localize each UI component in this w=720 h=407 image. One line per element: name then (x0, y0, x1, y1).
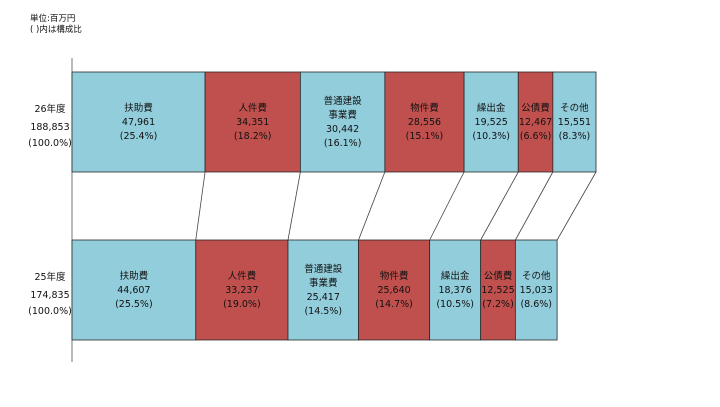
segment-label-1-6: その他 (522, 270, 551, 282)
segment-pct-label-0-0: (25.4%) (120, 131, 158, 142)
segment-value-label-1-0: 44,607 (117, 285, 150, 296)
segment-pct-label-1-0: (25.5%) (115, 299, 153, 310)
segment-label-0-3: 物件費 (410, 102, 439, 114)
segment-label-1-4: 繰出金 (441, 270, 470, 282)
connector-line-5 (480, 171, 519, 241)
segment-label-1-0: 扶助費 (120, 270, 149, 282)
segment-pct-label-0-1: (18.2%) (234, 131, 272, 142)
segment-label-0-4: 繰出金 (477, 102, 506, 114)
segment-label-0-2: 普通建設 (324, 95, 363, 107)
row-total-label-0: 188,853 (30, 122, 69, 133)
row-total-pct-label-0: (100.0%) (28, 138, 72, 149)
segment-value-label-1-1: 33,237 (225, 285, 258, 296)
segment-value-label-0-5: 12,467 (519, 117, 552, 128)
segment-value-label-1-3: 25,640 (377, 285, 410, 296)
segment-pct-label-0-6: (8.3%) (559, 131, 591, 142)
segment-value-label-1-5: 12,525 (481, 285, 514, 296)
connector-line-4 (429, 171, 465, 241)
segment-pct-label-0-4: (10.3%) (472, 131, 510, 142)
unit-note: 単位:百万円 (30, 14, 76, 24)
segment-value-label-0-3: 28,556 (408, 117, 441, 128)
segment-pct-label-1-5: (7.2%) (482, 299, 514, 310)
segment-pct-label-1-1: (19.0%) (223, 299, 261, 310)
segment-label-1-5: 公債費 (484, 270, 513, 282)
segment-pct-label-1-4: (10.5%) (436, 299, 474, 310)
row-total-label-1: 174,835 (30, 290, 69, 301)
bar-segment-1-0 (71, 239, 197, 341)
segment-label-1-2: 普通建設 (304, 263, 343, 275)
bar-segment-1-2 (287, 239, 359, 341)
bar-segment-0-1 (204, 71, 301, 173)
bar-segment-0-2 (299, 71, 386, 173)
bar-segment-0-6 (552, 71, 597, 173)
segment-value-label-1-6: 15,033 (520, 285, 553, 296)
bar-segment-1-3 (358, 239, 431, 341)
connector-line-1 (195, 171, 206, 241)
segment-label-0-1: 人件費 (238, 102, 267, 114)
segment-label-0-0: 扶助費 (124, 102, 153, 114)
segment-value-label-1-2: 25,417 (307, 292, 340, 303)
ratio-note: ( )内は構成比 (30, 25, 82, 35)
segment-value-label-0-2: 30,442 (326, 124, 359, 135)
bar-segment-1-1 (195, 239, 289, 341)
segment-value-label-0-0: 47,961 (122, 117, 155, 128)
connector-line-7 (556, 171, 597, 241)
segment-pct-label-1-2: (14.5%) (304, 306, 342, 317)
segment-label-1-2: 事業費 (309, 277, 338, 289)
segment-pct-label-1-3: (14.7%) (375, 299, 413, 310)
segment-label-1-3: 物件費 (380, 270, 409, 282)
bar-segment-0-5 (517, 71, 554, 173)
segment-label-0-2: 事業費 (328, 109, 357, 121)
segment-pct-label-1-6: (8.6%) (520, 299, 552, 310)
bar-segment-1-5 (480, 239, 516, 341)
segment-value-label-1-4: 18,376 (439, 285, 472, 296)
row-year-label-1: 25年度 (34, 271, 66, 283)
connector-line-2 (287, 171, 301, 241)
row-total-pct-label-1: (100.0%) (28, 306, 72, 317)
connector-line-3 (358, 171, 386, 241)
segment-value-label-0-4: 19,525 (475, 117, 508, 128)
segment-label-0-5: 公債費 (521, 102, 550, 114)
connector-line-6 (515, 171, 554, 241)
segment-value-label-0-6: 15,551 (558, 117, 591, 128)
row-year-label-0: 26年度 (34, 103, 66, 115)
segment-pct-label-0-2: (16.1%) (324, 138, 362, 149)
segment-label-0-6: その他 (560, 102, 589, 114)
segment-pct-label-0-5: (6.6%) (520, 131, 552, 142)
segment-pct-label-0-3: (15.1%) (406, 131, 444, 142)
bar-segment-1-6 (514, 239, 558, 341)
segment-value-label-0-1: 34,351 (236, 117, 269, 128)
segment-label-1-1: 人件費 (228, 270, 257, 282)
bar-segment-1-4 (429, 239, 482, 341)
